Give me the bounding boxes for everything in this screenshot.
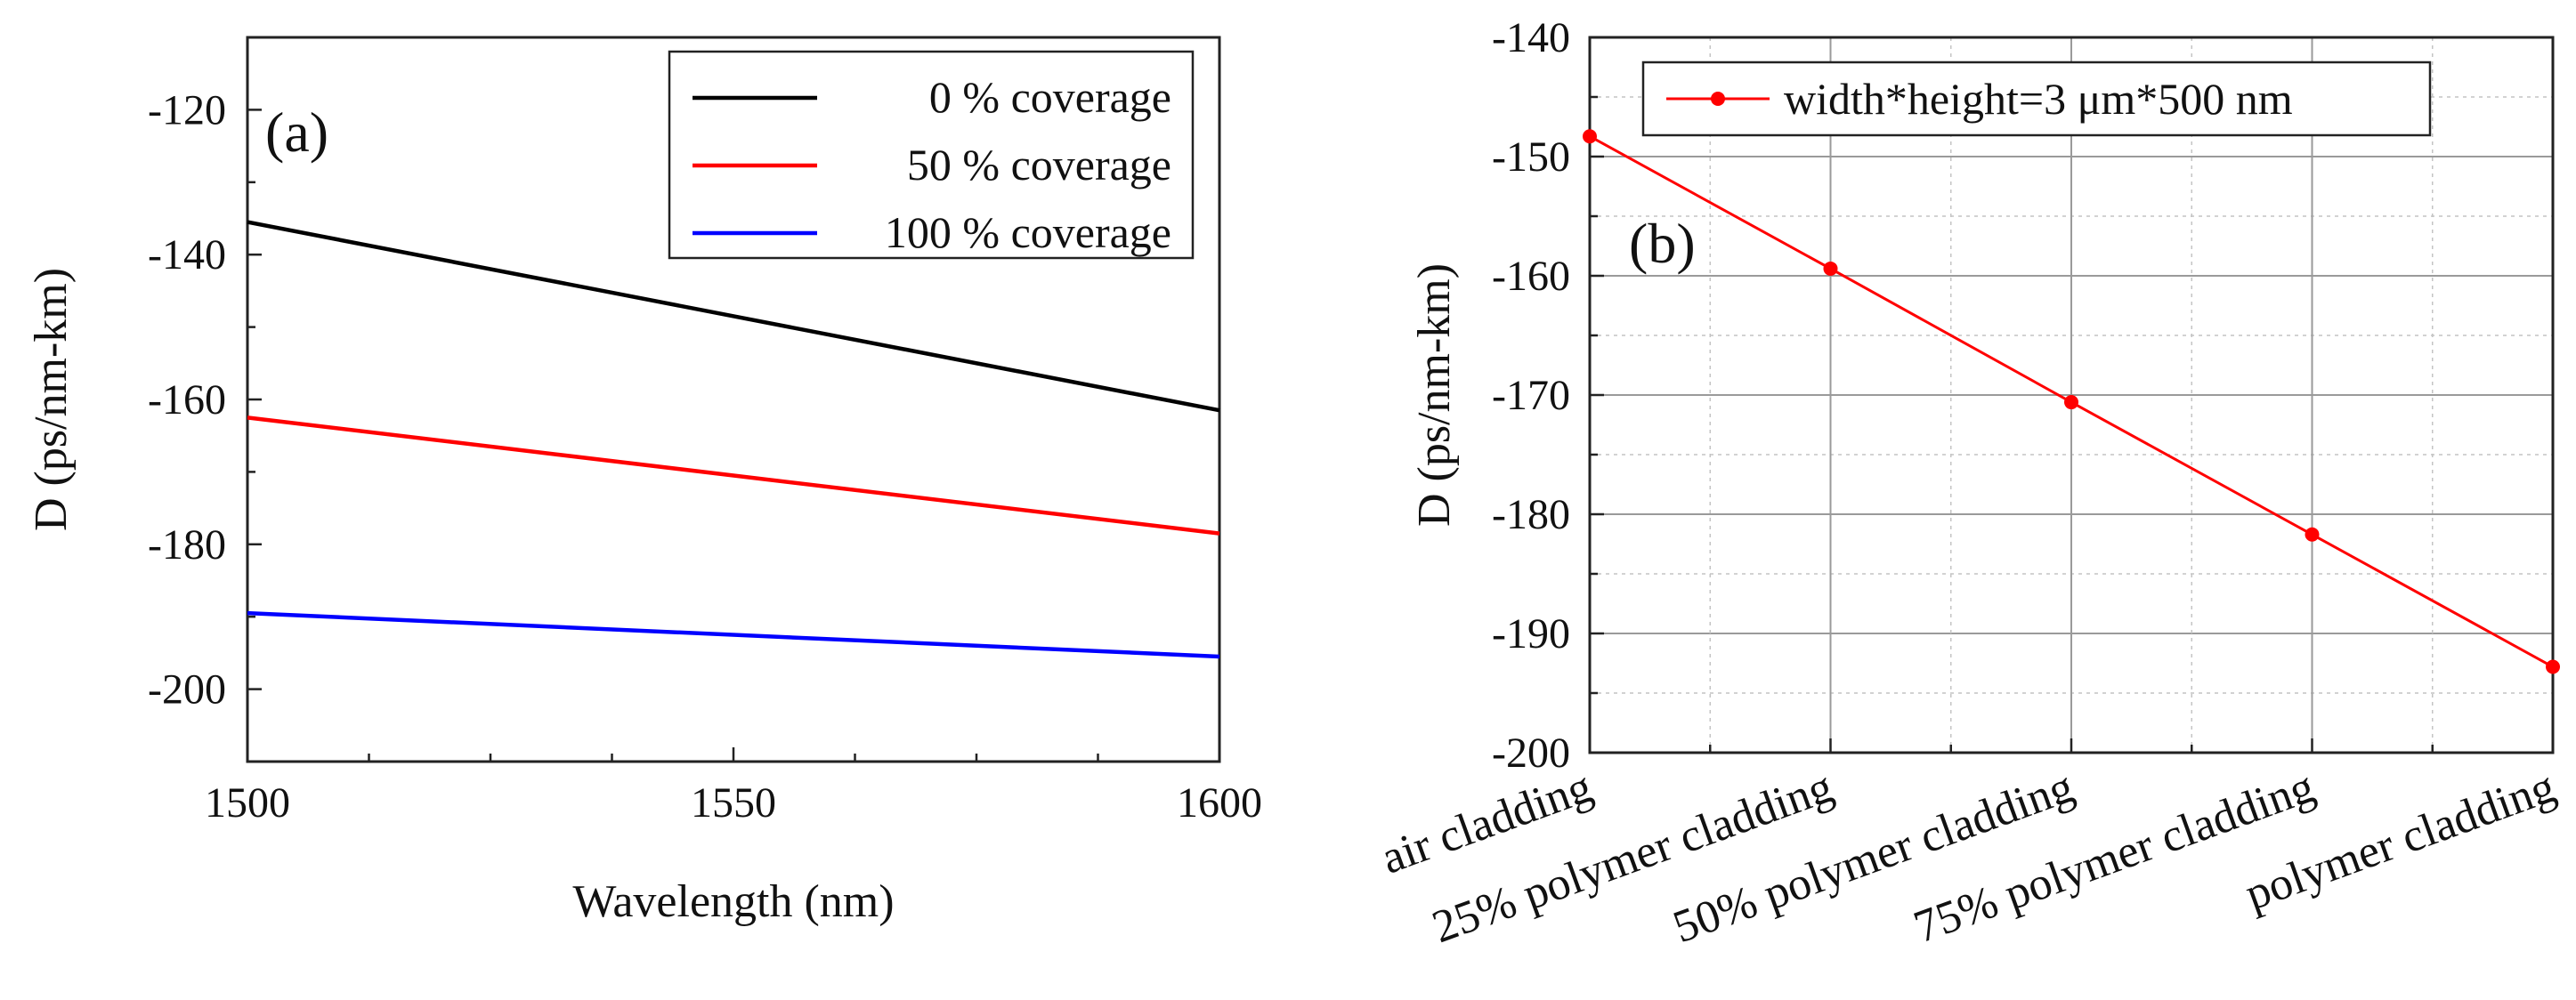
chart-a-y-tick-label: -120 [148, 86, 226, 133]
chart-b-data-point [2546, 659, 2560, 674]
chart-b-x-category-label: 25% polymer cladding [1426, 762, 1840, 954]
chart-b-y-tick-label: -190 [1492, 610, 1570, 657]
chart-a-legend-label-1: 50 % coverage [907, 140, 1171, 190]
chart-b-data-point [2305, 527, 2320, 542]
chart-b-legend: width*height=3 μm*500 nm [1641, 60, 2432, 137]
chart-b-data-point [2064, 395, 2078, 410]
chart-b-panel-label: (b) [1629, 212, 1696, 275]
chart-a-legend-label-2: 100 % coverage [885, 207, 1171, 257]
chart-a-x-tick-label: 1550 [691, 779, 776, 827]
chart-b-y-tick-label: -200 [1492, 730, 1570, 777]
chart-a-y-tick-label: -180 [148, 521, 226, 569]
chart-a-series-line-1 [247, 415, 1220, 536]
chart-b-y-axis-title: D (ps/nm-km) [1409, 263, 1460, 527]
chart-b-y-tick-label: -170 [1492, 372, 1570, 419]
chart-b-legend-swatch-marker [1711, 92, 1725, 106]
chart-a-legend-box [668, 50, 1195, 260]
chart-a-x-tick-label: 1500 [205, 779, 290, 827]
chart-b-x-category-label: 75% polymer cladding [1908, 762, 2321, 954]
chart-a-y-tick-label: -200 [148, 666, 226, 714]
chart-a-panel-label: (a) [265, 101, 328, 164]
chart-a-x-axis-title: Wavelength (nm) [572, 876, 894, 927]
chart-b-y-tick-label: -160 [1492, 253, 1570, 300]
chart-b-x-category-label: 50% polymer cladding [1667, 762, 2081, 954]
chart-a-legend: 0 % coverage 50 % coverage 100 % coverage [668, 50, 1195, 260]
chart-a-series-line-2 [247, 610, 1220, 659]
chart-b-y-tick-label: -180 [1492, 491, 1570, 538]
chart-b-data-point [1823, 261, 1838, 276]
chart-b-y-tick-label: -140 [1492, 14, 1570, 61]
chart-a-y-axis-title: D (ps/nm-km) [26, 268, 77, 531]
chart-a-series-line-0 [247, 220, 1220, 413]
chart-a-x-tick-label: 1600 [1177, 779, 1262, 827]
chart-b-legend-box [1641, 60, 2432, 137]
chart-a: -200 -180 -160 -140 -120 1500 1550 1600 (a) Wav… [26, 36, 1262, 927]
chart-b-data-point [1583, 129, 1597, 144]
chart-a-legend-label-0: 0 % coverage [929, 72, 1171, 122]
chart-a-y-tick-label: -140 [148, 231, 226, 278]
chart-b-legend-label: width*height=3 μm*500 nm [1784, 74, 2293, 124]
chart-b-y-tick-label: -150 [1492, 133, 1570, 181]
chart-a-y-tick-label: -160 [148, 376, 226, 423]
